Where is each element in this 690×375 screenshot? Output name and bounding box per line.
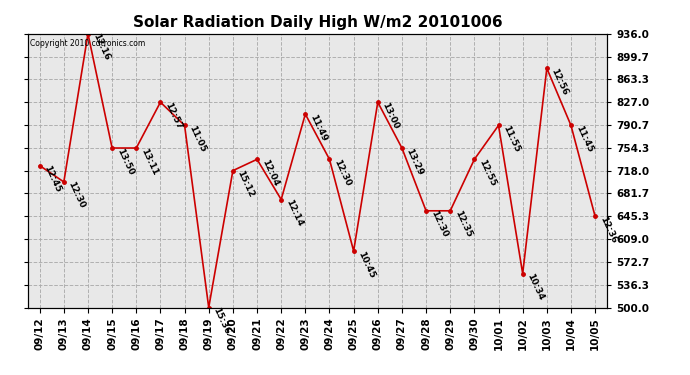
Text: 12:56: 12:56 <box>550 67 570 97</box>
Text: 13:50: 13:50 <box>115 147 135 176</box>
Text: 12:30: 12:30 <box>67 180 87 210</box>
Text: Copyright 2010 cdtronics.com: Copyright 2010 cdtronics.com <box>30 39 146 48</box>
Text: 12:30: 12:30 <box>333 158 353 188</box>
Text: 12:16: 12:16 <box>91 32 111 62</box>
Text: 12:35: 12:35 <box>453 209 473 239</box>
Text: 13:11: 13:11 <box>139 147 159 176</box>
Text: 11:45: 11:45 <box>574 124 594 154</box>
Text: 12:55: 12:55 <box>477 158 497 188</box>
Text: 11:49: 11:49 <box>308 113 328 143</box>
Title: Solar Radiation Daily High W/m2 20101006: Solar Radiation Daily High W/m2 20101006 <box>132 15 502 30</box>
Text: 12:57: 12:57 <box>164 101 184 130</box>
Text: 11:05: 11:05 <box>188 124 208 154</box>
Text: 10:34: 10:34 <box>526 272 546 302</box>
Text: 12:45: 12:45 <box>43 164 63 194</box>
Text: 12:04: 12:04 <box>260 158 280 188</box>
Text: 15:12: 15:12 <box>236 169 256 199</box>
Text: 13:29: 13:29 <box>405 147 425 177</box>
Text: 12:30: 12:30 <box>429 209 449 239</box>
Text: 11:55: 11:55 <box>502 124 522 154</box>
Text: 12:14: 12:14 <box>284 198 304 228</box>
Text: 12:36: 12:36 <box>598 215 618 245</box>
Text: 13:00: 13:00 <box>381 101 401 130</box>
Text: 10:45: 10:45 <box>357 250 377 279</box>
Text: 15:36: 15:36 <box>212 306 232 336</box>
